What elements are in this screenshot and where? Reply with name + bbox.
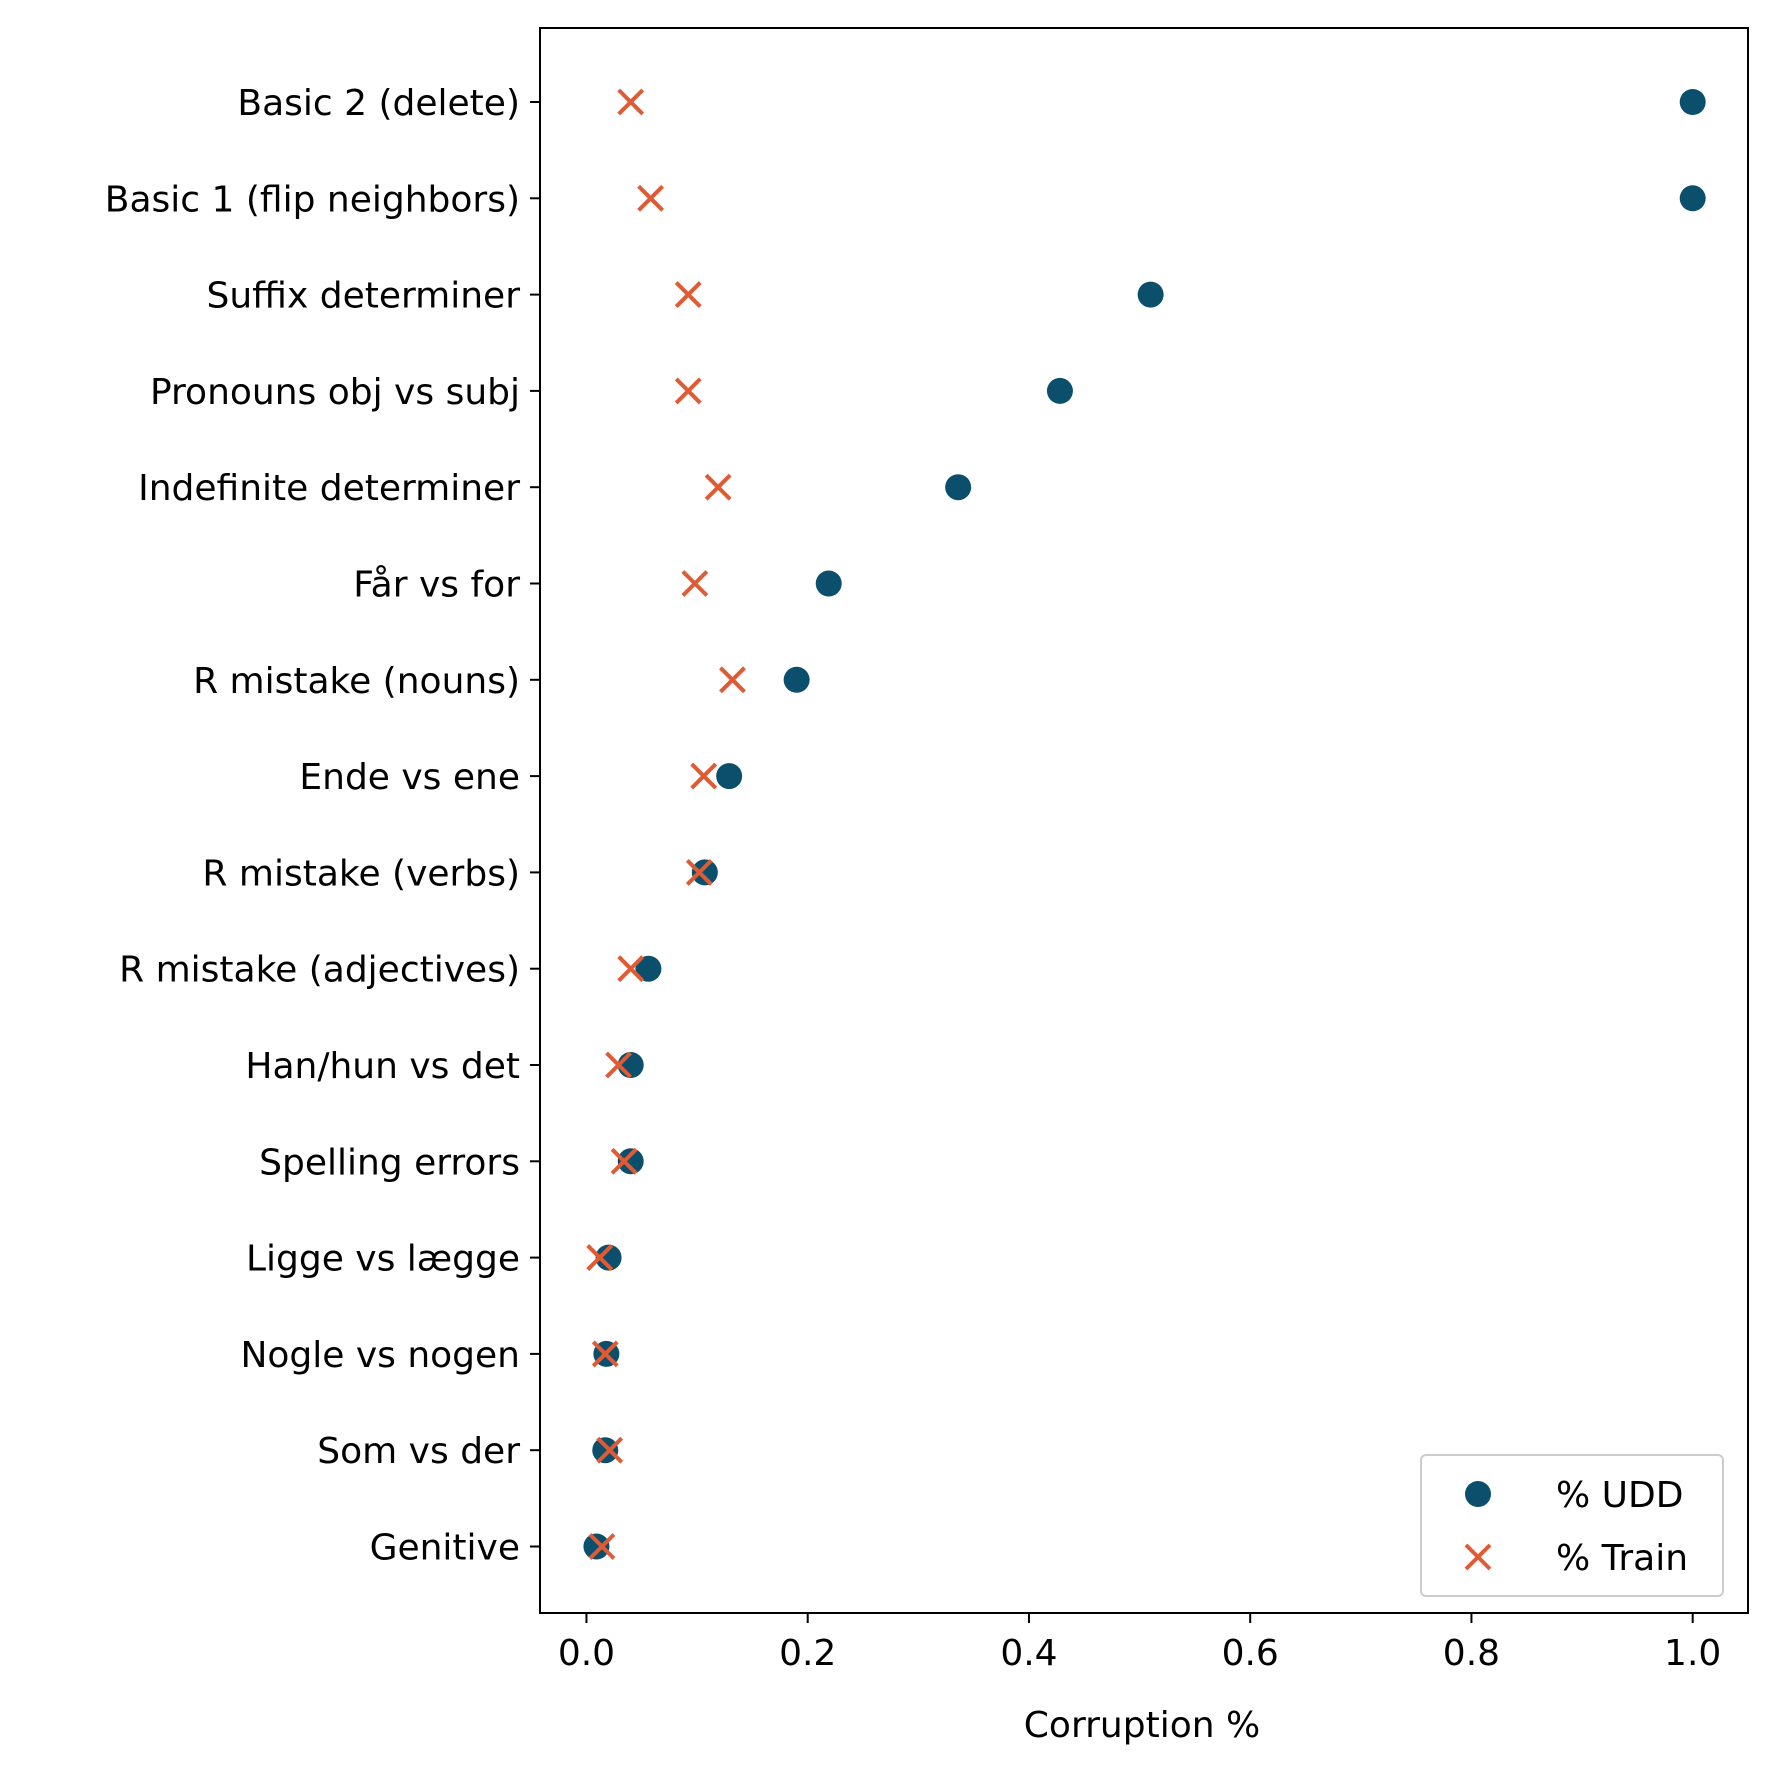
train-point bbox=[586, 1244, 614, 1272]
train-point bbox=[617, 955, 645, 983]
x-axis: 0.0 0.2 0.4 0.6 0.8 1.0 bbox=[558, 1613, 1721, 1674]
udd-point bbox=[716, 763, 743, 790]
y-tick-label: R mistake (verbs) bbox=[202, 853, 520, 894]
y-axis: Basic 2 (delete) Basic 1 (flip neighbors)… bbox=[105, 83, 540, 1569]
y-tick-label: Ende vs ene bbox=[299, 757, 520, 798]
train-point bbox=[690, 762, 718, 790]
y-tick-label: Som vs der bbox=[317, 1431, 520, 1472]
udd-point bbox=[1679, 89, 1706, 115]
udd-point bbox=[595, 1244, 622, 1271]
y-tick-label: Suffix determiner bbox=[207, 276, 521, 317]
train-point bbox=[610, 1147, 638, 1175]
train-point bbox=[681, 570, 709, 597]
x-tick-label: 0.0 bbox=[558, 1633, 615, 1674]
udd-point bbox=[691, 859, 718, 886]
udd-point bbox=[635, 955, 662, 982]
x-tick-label: 0.4 bbox=[1000, 1633, 1057, 1674]
plot-area bbox=[539, 27, 1749, 1614]
udd-point bbox=[583, 1533, 610, 1560]
legend-udd-marker bbox=[1465, 1481, 1491, 1507]
x-tick-label: 0.8 bbox=[1443, 1633, 1500, 1674]
train-point bbox=[591, 1340, 619, 1368]
y-tick-label: R mistake (adjectives) bbox=[119, 950, 520, 991]
data-marks bbox=[583, 88, 1706, 1560]
udd-point bbox=[945, 474, 972, 501]
train-point bbox=[674, 281, 702, 309]
train-point bbox=[596, 1436, 624, 1464]
udd-point bbox=[815, 570, 842, 597]
y-tick-label: Basic 1 (flip neighbors) bbox=[105, 179, 520, 220]
train-point bbox=[704, 473, 732, 501]
udd-point bbox=[1679, 185, 1706, 212]
train-point bbox=[617, 88, 645, 116]
y-tick-label: Nogle vs nogen bbox=[240, 1335, 520, 1376]
y-tick-label: Får vs for bbox=[353, 565, 520, 606]
y-tick-label: Basic 2 (delete) bbox=[237, 83, 520, 124]
udd-point bbox=[617, 1148, 644, 1175]
udd-point bbox=[1137, 281, 1164, 308]
legend-box bbox=[1420, 1454, 1724, 1597]
x-tick-label: 0.6 bbox=[1222, 1633, 1279, 1674]
legend-train-label: % Train bbox=[1556, 1538, 1688, 1579]
y-tick-label: R mistake (nouns) bbox=[193, 661, 520, 702]
x-tick-label: 1.0 bbox=[1664, 1633, 1721, 1674]
train-point bbox=[605, 1051, 632, 1079]
udd-point bbox=[1046, 377, 1073, 404]
udd-point bbox=[783, 666, 810, 693]
train-point bbox=[685, 858, 713, 886]
train-point bbox=[674, 377, 702, 405]
udd-point bbox=[592, 1437, 619, 1464]
y-tick-label: Han/hun vs det bbox=[245, 1046, 520, 1087]
y-tick-label: Ligge vs lægge bbox=[246, 1239, 520, 1280]
y-tick-label: Genitive bbox=[370, 1528, 520, 1569]
train-point bbox=[637, 184, 665, 212]
x-axis-title: Corruption % bbox=[1024, 1705, 1260, 1746]
legend: % UDD % Train bbox=[1420, 1454, 1724, 1597]
legend-udd-label: % UDD bbox=[1556, 1475, 1683, 1516]
y-tick-label: Spelling errors bbox=[259, 1142, 520, 1183]
udd-point bbox=[617, 1052, 644, 1078]
train-point bbox=[719, 666, 746, 694]
train-point bbox=[588, 1533, 616, 1560]
y-tick-label: Pronouns obj vs subj bbox=[150, 372, 520, 413]
y-tick-label: Indefinite determiner bbox=[138, 468, 520, 509]
x-tick-label: 0.2 bbox=[779, 1633, 836, 1674]
legend-train-marker bbox=[1464, 1543, 1492, 1571]
